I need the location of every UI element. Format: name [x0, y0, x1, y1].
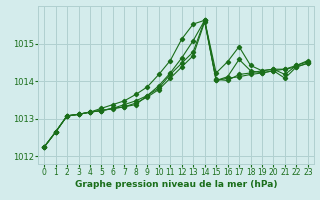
- X-axis label: Graphe pression niveau de la mer (hPa): Graphe pression niveau de la mer (hPa): [75, 180, 277, 189]
